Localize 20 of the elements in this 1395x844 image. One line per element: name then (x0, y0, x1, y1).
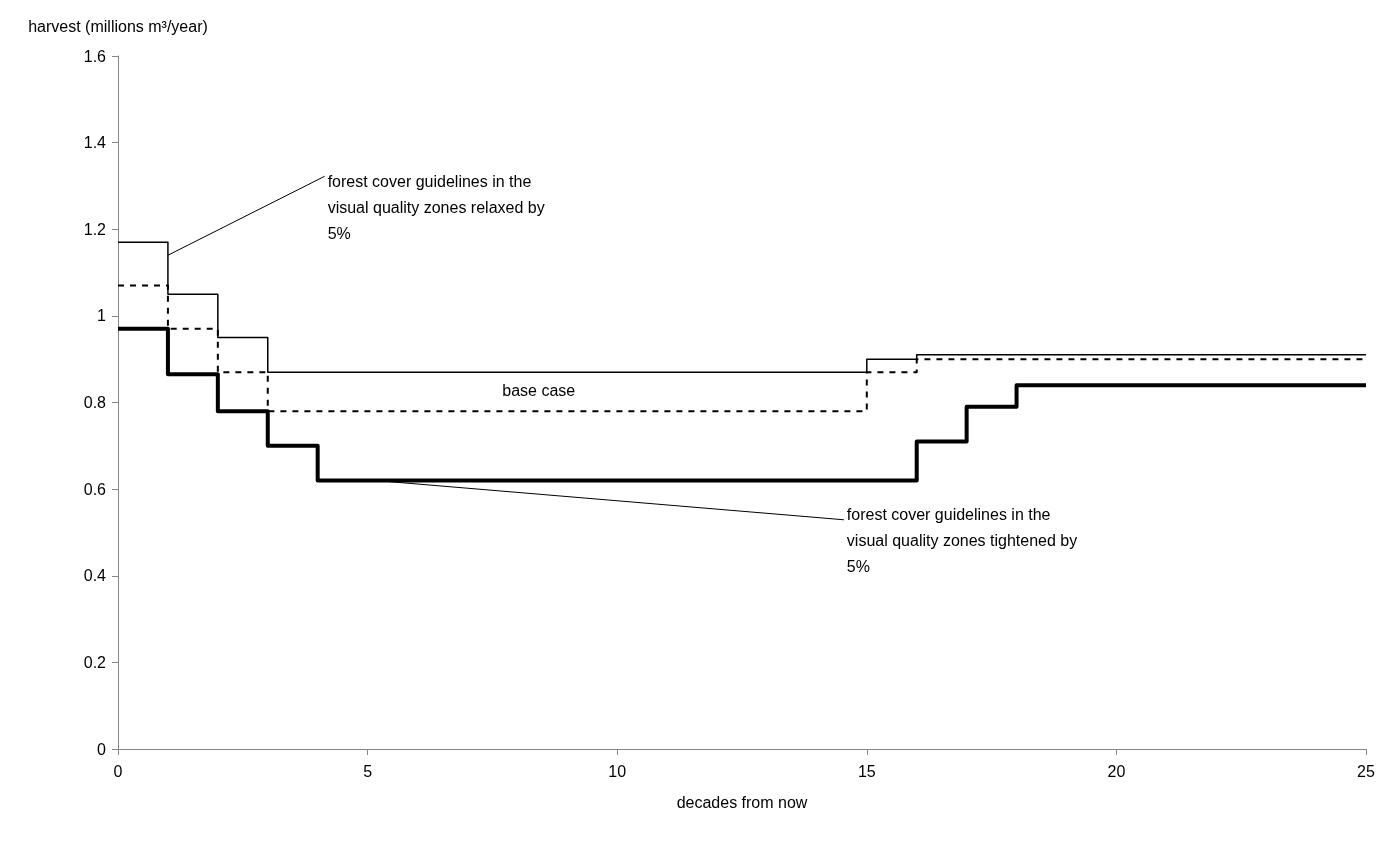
y-tick-label: 0.4 (83, 567, 107, 585)
x-tick-label: 0 (113, 762, 123, 780)
y-tick-label: 0.6 (83, 480, 107, 498)
y-tick-label: 1 (97, 307, 107, 325)
y-tick-label: 0 (97, 740, 107, 758)
x-tick-label: 15 (857, 762, 876, 780)
x-tick-label: 20 (1107, 762, 1126, 780)
y-tick-label: 1.6 (83, 47, 107, 65)
x-tick-label: 25 (1357, 762, 1375, 780)
y-tick-label: 0.8 (83, 394, 107, 411)
series-label: forest cover guidelines in the visual quality zones tightened by 5% (846, 506, 1078, 576)
y-tick-label: 1.2 (83, 220, 107, 238)
y-axis-title: harvest (millions m³/year) (28, 17, 208, 35)
x-tick-label: 10 (608, 762, 627, 780)
y-tick-label: 0.2 (83, 653, 107, 671)
x-tick-label: 5 (363, 762, 373, 780)
series-label: base case (502, 382, 576, 400)
x-axis-title: decades from now (676, 793, 808, 811)
text: forest cover guidelines in the visual quality zones relaxed by 5% (327, 172, 545, 242)
y-tick-label: 1.4 (83, 134, 107, 152)
